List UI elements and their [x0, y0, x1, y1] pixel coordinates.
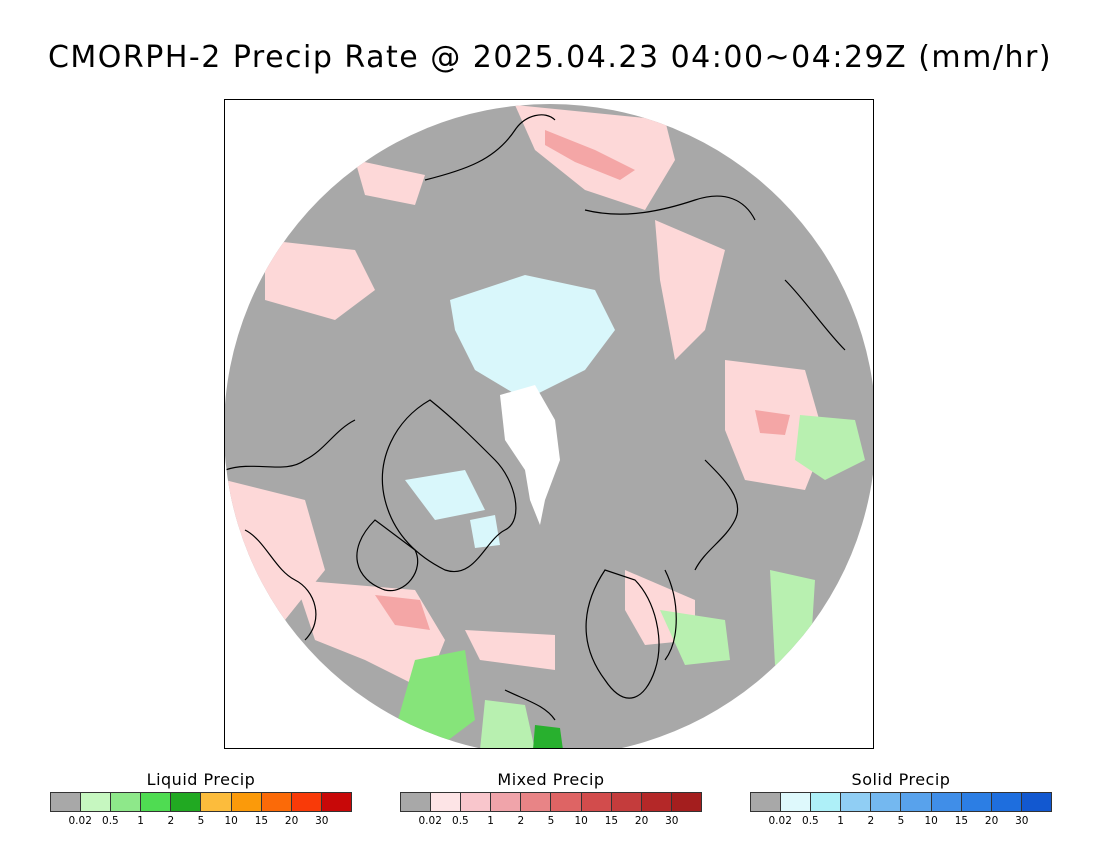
- colorbar-swatch: [491, 793, 522, 811]
- legend-mixed: Mixed Precip 0.02 0.5 1 2 5 10 15 20 30: [400, 770, 702, 830]
- colorbar-swatch: [321, 793, 351, 811]
- mixed-precip-region: [375, 595, 430, 630]
- colorbar-tick-label: 20: [634, 815, 649, 827]
- colorbar-swatch: [871, 793, 902, 811]
- colorbar-swatch: [1021, 793, 1051, 811]
- colorbar-swatch: [141, 793, 172, 811]
- legend-solid: Solid Precip 0.02 0.5 1 2 5 10 15 20 30: [750, 770, 1052, 830]
- tick-labels: 0.02 0.5 1 2 5 10 15 20 30: [50, 812, 352, 830]
- colorbar-swatch: [461, 793, 492, 811]
- colorbar-tick-label: 0.5: [102, 815, 119, 827]
- colorbar-swatch: [401, 793, 432, 811]
- colorbar-swatch: [521, 793, 552, 811]
- liquid-precip-region: [480, 700, 535, 748]
- mixed-precip-region: [755, 410, 790, 435]
- colorbar-swatch: [81, 793, 112, 811]
- precip-map-svg: [225, 104, 873, 748]
- legend-title: Liquid Precip: [146, 770, 256, 789]
- mixed-precip-region: [265, 240, 375, 320]
- colorbar-swatch: [901, 793, 932, 811]
- coastlines: [225, 114, 846, 721]
- solid-precip-region: [470, 515, 500, 548]
- polar-map: [224, 99, 874, 749]
- colorbar-tick-label: 5: [547, 815, 555, 827]
- solid-precip-region: [450, 275, 615, 400]
- liquid-precip-region: [770, 570, 815, 665]
- colorbar-tick-label: 30: [1015, 815, 1029, 827]
- colorbar-tick-label: 10: [924, 815, 938, 827]
- colorbar-swatch: [611, 793, 642, 811]
- colorbar: [750, 792, 1052, 812]
- colorbar-tick-label: 30: [665, 815, 679, 827]
- colorbar-tick-label: 20: [984, 815, 999, 827]
- colorbar-tick-label: 2: [167, 815, 175, 827]
- mixed-precip-region: [355, 160, 425, 205]
- colorbar-tick-label: 15: [954, 815, 969, 827]
- colorbar-tick-label: 15: [604, 815, 619, 827]
- mixed-precip-region: [545, 130, 635, 180]
- colorbar-swatch: [171, 793, 202, 811]
- tick-labels: 0.02 0.5 1 2 5 10 15 20 30: [400, 812, 702, 830]
- colorbar-swatch: [671, 793, 701, 811]
- colorbar-tick-label: 2: [867, 815, 875, 827]
- colorbar-tick-label: 15: [254, 815, 269, 827]
- colorbar-swatch: [581, 793, 612, 811]
- colorbar: [50, 792, 352, 812]
- colorbar-swatch: [841, 793, 872, 811]
- solid-precip-region: [405, 470, 485, 520]
- colorbar: [400, 792, 702, 812]
- liquid-precip-region: [395, 650, 475, 748]
- colorbar-tick-label: 10: [574, 815, 588, 827]
- liquid-precip-region: [660, 610, 730, 665]
- colorbar-swatch: [51, 793, 82, 811]
- colorbar-tick-label: 10: [224, 815, 238, 827]
- colorbar-tick-label: 0.5: [802, 815, 819, 827]
- mixed-precip-region: [655, 220, 725, 360]
- colorbar-tick-label: 30: [315, 815, 329, 827]
- legend-title: Mixed Precip: [497, 770, 605, 789]
- colorbar-tick-label: 0.5: [452, 815, 469, 827]
- legend-liquid: Liquid Precip 0.02 0.5 1 2 5 10 15 20 30: [50, 770, 352, 830]
- colorbar-swatch: [961, 793, 992, 811]
- colorbar-tick-label: 5: [897, 815, 905, 827]
- colorbar-swatch: [641, 793, 672, 811]
- liquid-precip-region: [533, 725, 563, 748]
- colorbar-swatch: [111, 793, 142, 811]
- colorbar-swatch: [931, 793, 962, 811]
- liquid-precip-region: [795, 415, 865, 480]
- colorbar-swatch: [261, 793, 292, 811]
- no-data-region: [500, 385, 560, 525]
- colorbar-swatch: [431, 793, 462, 811]
- colorbar-tick-label: 0.02: [768, 815, 792, 827]
- colorbar-swatch: [201, 793, 232, 811]
- colorbar-swatch: [291, 793, 322, 811]
- colorbar-swatch: [231, 793, 262, 811]
- colorbar-swatch: [781, 793, 812, 811]
- colorbar-tick-label: 1: [137, 815, 144, 827]
- chart-title: CMORPH-2 Precip Rate @ 2025.04.23 04:00~…: [47, 40, 1053, 75]
- mixed-precip-region: [465, 630, 555, 670]
- colorbar-tick-label: 0.02: [418, 815, 442, 827]
- colorbar-tick-label: 2: [517, 815, 525, 827]
- colorbar-tick-label: 0.02: [68, 815, 92, 827]
- colorbar-tick-label: 5: [197, 815, 205, 827]
- colorbar-swatch: [991, 793, 1022, 811]
- colorbar-swatch: [551, 793, 582, 811]
- colorbar-tick-label: 20: [284, 815, 299, 827]
- legend-title: Solid Precip: [851, 770, 951, 789]
- colorbar-swatch: [751, 793, 782, 811]
- colorbar-tick-label: 1: [837, 815, 844, 827]
- colorbar-tick-label: 1: [487, 815, 494, 827]
- colorbar-swatch: [811, 793, 842, 811]
- tick-labels: 0.02 0.5 1 2 5 10 15 20 30: [750, 812, 1052, 830]
